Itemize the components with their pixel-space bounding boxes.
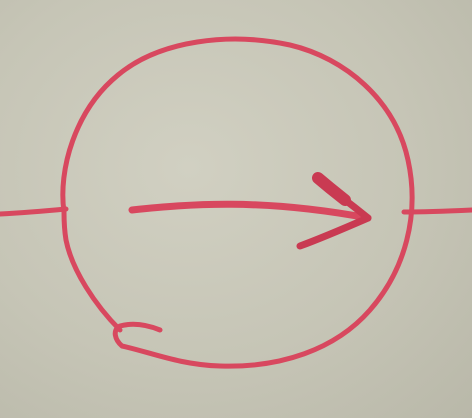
arrow-head-tip-blot bbox=[312, 172, 351, 206]
arrow-shaft bbox=[128, 200, 372, 222]
left-lead-wire bbox=[0, 206, 69, 217]
source-circle bbox=[60, 36, 415, 369]
right-lead-wire bbox=[401, 207, 472, 215]
